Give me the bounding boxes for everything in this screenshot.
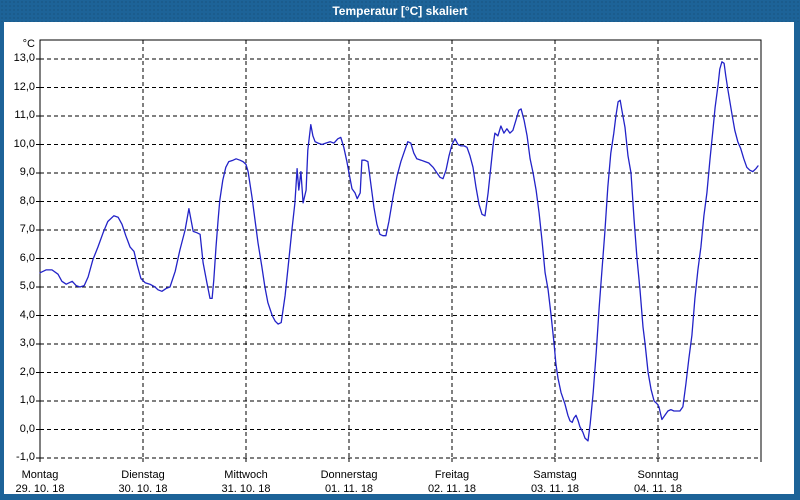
chart-area [4,22,794,494]
window-titlebar[interactable]: Temperatur [°C] skaliert [0,0,800,22]
window-title: Temperatur [°C] skaliert [332,4,468,18]
